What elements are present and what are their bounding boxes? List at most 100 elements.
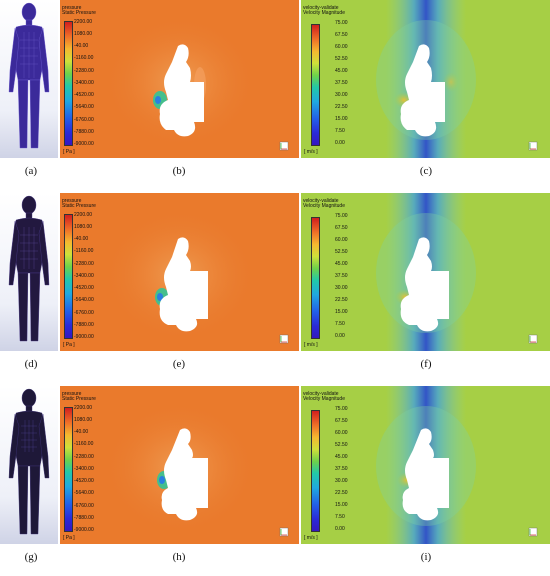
velocity-magnitude-contour: velocity-validate Velocity Magnitude 75.… bbox=[301, 386, 550, 544]
velocity-legend-title-2: Velocity Magnitude bbox=[303, 10, 345, 16]
pressure-legend-title-1: pressure bbox=[62, 5, 82, 11]
pressure-tick: -4520.00 bbox=[74, 478, 94, 484]
velocity-tick: 30.00 bbox=[335, 92, 348, 98]
pressure-tick: -9000.00 bbox=[74, 141, 94, 147]
pressure-tick: -7880.00 bbox=[74, 129, 94, 135]
velocity-tick: 7.50 bbox=[335, 514, 345, 520]
pressure-unit: [ Pa ] bbox=[63, 149, 75, 155]
subfigure-caption: (e) bbox=[172, 358, 186, 370]
velocity-tick: 7.50 bbox=[335, 128, 345, 134]
velocity-tick: 67.50 bbox=[335, 418, 348, 424]
pressure-tick: -4520.00 bbox=[74, 92, 94, 98]
velocity-legend-title-1: velocity-validate bbox=[303, 5, 339, 11]
static-pressure-contour: pressure Static Pressure 2200.00 1080.00… bbox=[60, 0, 299, 158]
pressure-tick: -5640.00 bbox=[74, 104, 94, 110]
pressure-tick: -7880.00 bbox=[74, 515, 94, 521]
axis-triad-icon bbox=[279, 334, 289, 344]
velocity-magnitude-contour: velocity-validate Velocity Magnitude 75.… bbox=[301, 193, 550, 351]
pressure-colorbar bbox=[64, 21, 73, 146]
velocity-tick: 60.00 bbox=[335, 237, 348, 243]
pressure-tick: 1080.00 bbox=[74, 417, 93, 423]
velocity-tick: 37.50 bbox=[335, 273, 348, 279]
subfigure-caption: (a) bbox=[24, 165, 38, 177]
axis-triad-icon bbox=[528, 141, 538, 151]
figure-row-2: pressure Static Pressure 2200.00 1080.00… bbox=[0, 193, 550, 383]
pressure-legend-title-2: Static Pressure bbox=[62, 396, 96, 402]
pressure-tick: -4520.00 bbox=[74, 285, 94, 291]
velocity-tick: 30.00 bbox=[335, 285, 348, 291]
subfigure-caption: (c) bbox=[419, 165, 433, 177]
pressure-tick: -2280.00 bbox=[74, 68, 94, 74]
pressure-tick: -6760.00 bbox=[74, 503, 94, 509]
velocity-tick: 22.50 bbox=[335, 104, 348, 110]
velocity-tick: 37.50 bbox=[335, 466, 348, 472]
pressure-tick: -40.00 bbox=[74, 43, 89, 49]
pressure-tick: -9000.00 bbox=[74, 334, 94, 340]
velocity-tick: 0.00 bbox=[335, 333, 345, 339]
axis-triad-icon bbox=[528, 334, 538, 344]
pressure-tick: -6760.00 bbox=[74, 117, 94, 123]
velocity-legend-title-2: Velocity Magnitude bbox=[303, 396, 345, 402]
velocity-colorbar bbox=[311, 217, 320, 339]
subfigure-caption: (h) bbox=[172, 551, 186, 563]
velocity-tick: 37.50 bbox=[335, 80, 348, 86]
velocity-unit: [ m/s ] bbox=[304, 149, 318, 155]
velocity-tick: 75.00 bbox=[335, 213, 348, 219]
velocity-tick: 15.00 bbox=[335, 309, 348, 315]
velocity-magnitude-contour: velocity-validate Velocity Magnitude 75.… bbox=[301, 0, 550, 158]
pressure-tick: -3400.00 bbox=[74, 80, 94, 86]
velocity-tick: 52.50 bbox=[335, 249, 348, 255]
velocity-colorbar bbox=[311, 410, 320, 532]
figure-row-1: pressure Static Pressure 2200.00 1080.00… bbox=[0, 0, 550, 190]
pressure-colorbar bbox=[64, 407, 73, 532]
pressure-tick: -5640.00 bbox=[74, 297, 94, 303]
subfigure-caption: (d) bbox=[24, 358, 38, 370]
velocity-tick: 30.00 bbox=[335, 478, 348, 484]
pressure-tick: 2200.00 bbox=[74, 19, 93, 25]
pressure-tick: -6760.00 bbox=[74, 310, 94, 316]
pressure-tick: -5640.00 bbox=[74, 490, 94, 496]
velocity-tick: 52.50 bbox=[335, 442, 348, 448]
pressure-tick: -40.00 bbox=[74, 236, 89, 242]
velocity-tick: 7.50 bbox=[335, 321, 345, 327]
pressure-tick: -1160.00 bbox=[74, 441, 94, 447]
velocity-legend-title-1: velocity-validate bbox=[303, 391, 339, 397]
mannequin-mesh-thumbnail bbox=[0, 0, 58, 158]
static-pressure-contour: pressure Static Pressure 2200.00 1080.00… bbox=[60, 386, 299, 544]
pressure-tick: -3400.00 bbox=[74, 273, 94, 279]
velocity-tick: 22.50 bbox=[335, 297, 348, 303]
pressure-tick: -7880.00 bbox=[74, 322, 94, 328]
velocity-tick: 67.50 bbox=[335, 32, 348, 38]
velocity-legend-title-2: Velocity Magnitude bbox=[303, 203, 345, 209]
velocity-tick: 75.00 bbox=[335, 20, 348, 26]
velocity-colorbar bbox=[311, 24, 320, 146]
subfigure-caption: (b) bbox=[172, 165, 186, 177]
pressure-tick: -40.00 bbox=[74, 429, 89, 435]
axis-triad-icon bbox=[279, 527, 289, 537]
pressure-legend-title-2: Static Pressure bbox=[62, 10, 96, 16]
velocity-tick: 45.00 bbox=[335, 454, 348, 460]
subfigure-caption: (g) bbox=[24, 551, 38, 563]
pressure-tick: -9000.00 bbox=[74, 527, 94, 533]
velocity-legend-title-1: velocity-validate bbox=[303, 198, 339, 204]
axis-triad-icon bbox=[279, 141, 289, 151]
pressure-tick: -1160.00 bbox=[74, 248, 94, 254]
velocity-tick: 60.00 bbox=[335, 44, 348, 50]
pressure-tick: -1160.00 bbox=[74, 55, 94, 61]
pressure-tick: 2200.00 bbox=[74, 212, 93, 218]
pressure-tick: -3400.00 bbox=[74, 466, 94, 472]
velocity-tick: 75.00 bbox=[335, 406, 348, 412]
velocity-tick: 60.00 bbox=[335, 430, 348, 436]
figure-row-3: pressure Static Pressure 2200.00 1080.00… bbox=[0, 386, 550, 576]
velocity-tick: 45.00 bbox=[335, 261, 348, 267]
velocity-tick: 0.00 bbox=[335, 526, 345, 532]
pressure-legend-title-2: Static Pressure bbox=[62, 203, 96, 209]
pressure-tick: 1080.00 bbox=[74, 31, 93, 37]
axis-triad-icon bbox=[528, 527, 538, 537]
subfigure-caption: (i) bbox=[420, 551, 432, 563]
velocity-unit: [ m/s ] bbox=[304, 535, 318, 541]
static-pressure-contour: pressure Static Pressure 2200.00 1080.00… bbox=[60, 193, 299, 351]
velocity-tick: 52.50 bbox=[335, 56, 348, 62]
velocity-tick: 67.50 bbox=[335, 225, 348, 231]
pressure-tick: 1080.00 bbox=[74, 224, 93, 230]
